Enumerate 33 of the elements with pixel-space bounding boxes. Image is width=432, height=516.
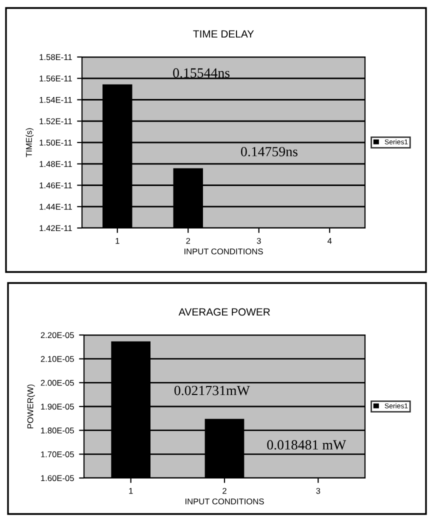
x-tick-label: 1	[116, 238, 120, 244]
chart-title: AVERAGE POWER	[178, 308, 270, 316]
annotation: 0.14759ns	[241, 146, 298, 156]
y-tick-label: 1.56E-11	[40, 76, 72, 82]
y-tick-label: 1.70E-05	[41, 451, 74, 458]
y-tick-label: 2.20E-05	[40, 332, 74, 338]
annotation: 0.018481 mW	[267, 440, 346, 450]
y-tick-label: 1.54E-11	[40, 97, 72, 103]
annotation: 0.15544ns	[173, 68, 230, 78]
x-axis-title: INPUT CONDITIONS	[186, 498, 264, 504]
x-axis-title: INPUT CONDITIONS	[184, 248, 263, 254]
y-tick-label: 1.80E-05	[41, 428, 74, 434]
y-tick-label: 1.90E-05	[41, 404, 74, 410]
y-tick-label: 1.52E-11	[40, 118, 72, 124]
x-tick-label: 3	[256, 238, 261, 244]
y-tick-label: 1.46E-11	[40, 182, 72, 188]
x-tick-label: 2	[222, 488, 226, 494]
y-tick-label: 1.58E-11	[40, 54, 72, 60]
y-tick-label: 1.50E-11	[40, 140, 72, 146]
y-axis-title: TIME(s)	[26, 128, 34, 158]
annotation: 0.021731mW	[174, 386, 250, 396]
y-tick-label: 1.44E-11	[40, 204, 72, 210]
x-tick-label: 1	[129, 488, 133, 494]
y-axis-title: POWER(W)	[27, 384, 35, 428]
x-tick-label: 4	[328, 238, 332, 244]
y-tick-label: 1.48E-11	[40, 161, 72, 167]
chart-title: TIME DELAY	[193, 30, 254, 38]
y-tick-label: 1.42E-11	[40, 225, 72, 232]
x-tick-label: 3	[316, 488, 320, 494]
x-tick-label: 2	[186, 238, 190, 244]
y-tick-label: 2.00E-05	[40, 380, 74, 386]
y-tick-label: 1.60E-05	[41, 475, 74, 482]
y-tick-label: 2.10E-05	[40, 356, 74, 362]
